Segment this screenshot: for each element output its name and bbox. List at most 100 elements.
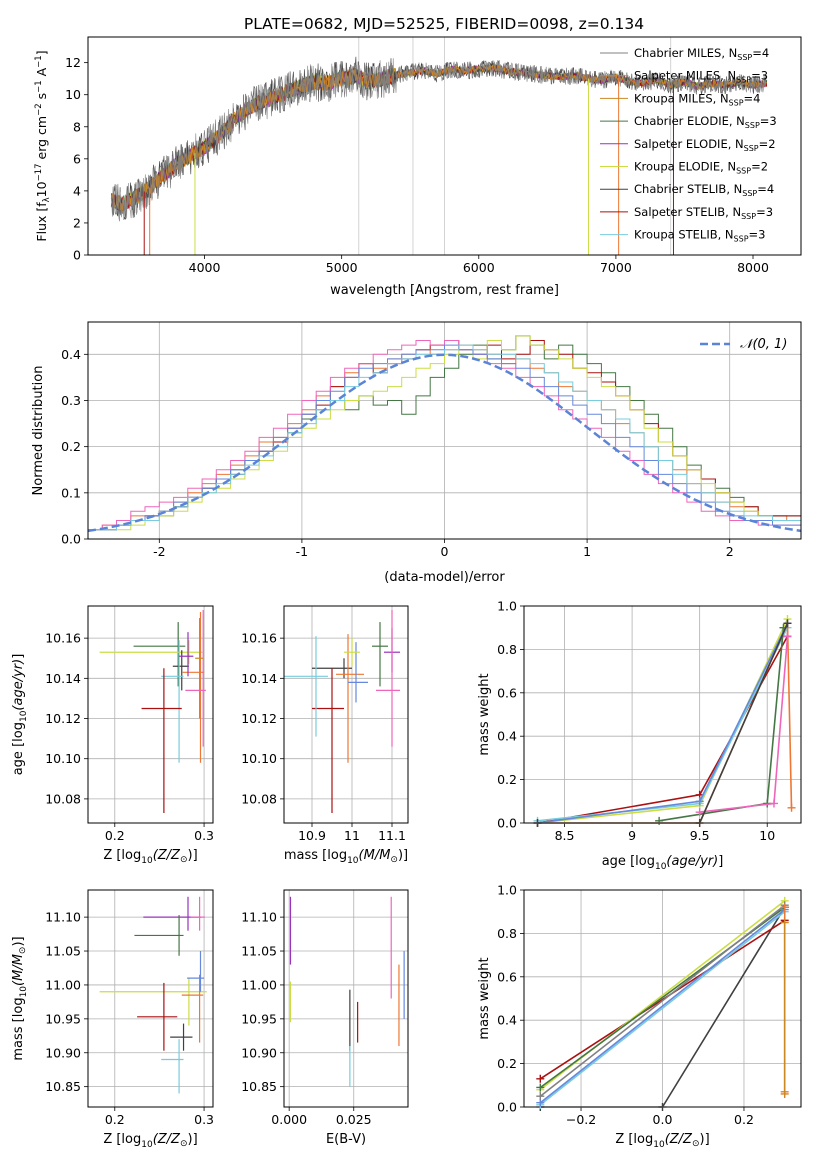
label-part: Kroupa ELODIE, N: [634, 160, 736, 174]
label-part: (Z/Z: [665, 1132, 693, 1147]
y-tick-label: 10.10: [45, 751, 81, 766]
y-tick-label: 10.90: [241, 1045, 277, 1060]
weight-line: [537, 636, 789, 824]
errorbar-point: [99, 640, 203, 665]
y-tick-label: 10.90: [45, 1045, 81, 1060]
label-part: (Z/Z: [153, 1132, 181, 1147]
weight-line: [539, 908, 786, 1104]
y-tick-label: 0.0: [497, 1100, 517, 1115]
x-tick-label: 8000: [737, 260, 769, 275]
label-sub: SSP: [736, 76, 751, 85]
label-part: −1: [34, 80, 44, 93]
x-tick-label: −0.2: [566, 1112, 596, 1127]
errorbar-point: [99, 978, 207, 1026]
weight-marker: [783, 619, 792, 628]
label-sub: SSP: [742, 189, 757, 198]
weight-marker: [695, 819, 704, 827]
errorbar-point: [284, 636, 328, 737]
label-part: ⊙: [18, 947, 28, 955]
y-tick-label: 0.2: [61, 439, 81, 454]
legend-label: Chabrier MILES, NSSP=4: [634, 46, 769, 62]
x-tick-label: 5000: [326, 260, 358, 275]
label-part: s: [34, 93, 49, 104]
errorbar-point: [172, 650, 189, 691]
y-axis-label: age [log10(age/yr)]: [11, 654, 29, 776]
label-sub: 10: [653, 1140, 665, 1150]
x-tick-label: 0: [441, 544, 449, 559]
x-tick-label: 0.2: [105, 1112, 125, 1127]
x-axis-label: wavelength [Angstrom, rest frame]: [330, 283, 559, 298]
x-tick-label: 0.2: [105, 828, 125, 843]
weight-marker: [536, 1074, 545, 1083]
x-tick-label: 2: [726, 544, 734, 559]
label-sub: SSP: [734, 235, 749, 244]
y-tick-label: 10.10: [241, 751, 277, 766]
label-part: mass [log: [11, 997, 26, 1060]
weight-marker: [658, 1103, 667, 1111]
plot-area: [88, 335, 801, 539]
panel-mass-vs-ebv: 0.000 0.025 10.85 10.90 10.95 11.00 11.05 11.10…: [241, 889, 409, 1147]
y-axis-label: mass weight: [477, 673, 492, 755]
label-part: λ: [42, 197, 52, 202]
label-part: Salpeter ELODIE, N: [634, 137, 744, 151]
label-sub: SSP: [729, 98, 744, 107]
plot-area: [99, 610, 206, 813]
plot-area: [284, 610, 400, 813]
legend-label: Salpeter STELIB, NSSP=3: [634, 205, 773, 221]
errorbar-point: [137, 982, 178, 1051]
weight-line: [537, 623, 793, 824]
x-tick-label: 0.025: [336, 1112, 372, 1127]
plot-area: [289, 896, 405, 1087]
label-part: )]: [11, 936, 26, 946]
errorbar-point: [179, 632, 194, 677]
x-tick-label: 1: [583, 544, 591, 559]
legend-label: Chabrier ELODIE, NSSP=3: [634, 114, 777, 130]
label-part: erg cm: [34, 116, 49, 164]
x-tick-label: -2: [153, 544, 165, 559]
y-tick-label: 10.85: [241, 1079, 277, 1094]
weight-marker: [695, 808, 704, 817]
label-part: =3: [749, 228, 766, 242]
label-part: ]: [34, 50, 49, 55]
y-tick-label: 0.6: [497, 685, 517, 700]
label-part: )]: [188, 1132, 198, 1147]
label-part: Salpeter MILES, N: [634, 69, 736, 83]
gaussian-curve: [88, 353, 801, 533]
label-part: Chabrier MILES, N: [634, 46, 737, 60]
weight-line: [537, 623, 789, 824]
label-part: Kroupa MILES, N: [634, 91, 729, 105]
weight-marker: [533, 819, 542, 827]
errorbar-point: [133, 622, 186, 687]
axes-frame: [87, 889, 214, 1108]
label-part: =2: [759, 137, 776, 151]
y-tick-label: 11.00: [241, 977, 277, 992]
label-part: Flux [f: [34, 202, 49, 242]
axes-frame: [523, 605, 802, 824]
y-tick-label: 0.6: [497, 969, 517, 984]
y-tick-label: 10.16: [241, 631, 277, 646]
y-tick-label: 0.0: [61, 532, 81, 547]
label-part: Chabrier ELODIE, N: [634, 114, 745, 128]
axes-frame: [87, 36, 802, 256]
weight-marker: [787, 803, 796, 812]
x-tick-label: 0.3: [194, 1112, 214, 1127]
x-tick-label: 0.000: [271, 1112, 307, 1127]
plot-area: [99, 896, 207, 1094]
label-sub: SSP: [745, 121, 760, 130]
x-axis-label: Z [log10(Z/Z⊙)]: [615, 1132, 709, 1150]
y-tick-label: 10.95: [241, 1011, 277, 1026]
figure-title: PLATE=0682, MJD=52525, FIBERID=0098, z=0…: [244, 15, 644, 33]
weight-line: [658, 627, 785, 822]
legend-label: Kroupa ELODIE, NSSP=2: [634, 160, 768, 176]
x-tick-label: 8.5: [555, 828, 575, 843]
label-part: 10: [19, 710, 29, 722]
label-part: =2: [751, 160, 768, 174]
label-part: A: [34, 67, 49, 80]
legend-label: Salpeter MILES, NSSP=3: [634, 69, 768, 85]
label-part: Z [log: [615, 1132, 653, 1147]
errorbar-point: [161, 1039, 184, 1094]
errorbar-point: [141, 668, 182, 813]
